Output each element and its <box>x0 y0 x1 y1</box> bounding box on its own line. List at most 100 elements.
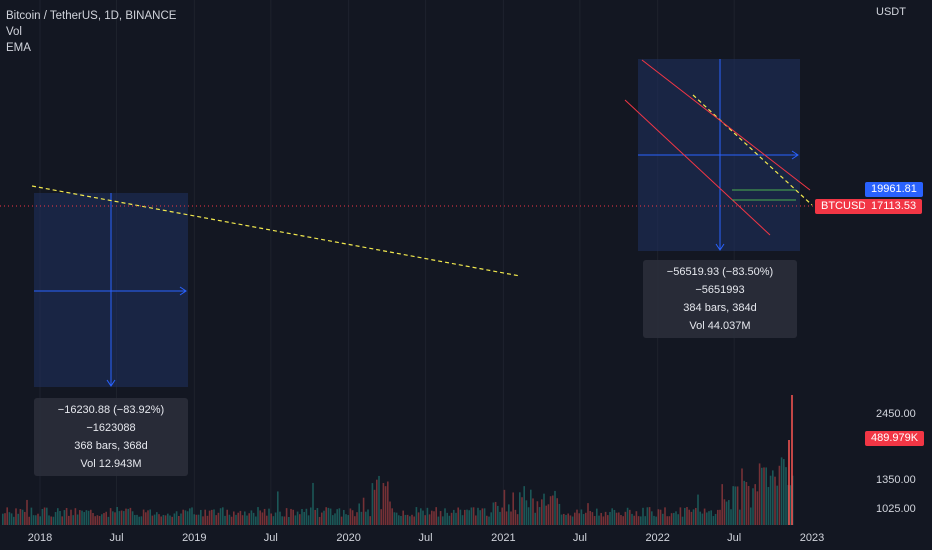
volume-bar <box>468 510 470 525</box>
volume-bar <box>142 509 145 525</box>
volume-bar <box>519 492 521 525</box>
price-axis-tick: 2450.00 <box>876 408 916 420</box>
volume-bar <box>85 510 88 525</box>
volume-bar <box>257 507 259 525</box>
volume-bar <box>204 509 206 525</box>
volume-bar <box>329 508 332 525</box>
measure-stats-box-2018: −16230.88 (−83.92%) −1623088 368 bars, 3… <box>34 398 188 476</box>
volume-bar <box>402 510 404 525</box>
volume-bar <box>63 510 66 525</box>
volume-bar <box>736 486 739 525</box>
volume-bar <box>292 509 294 525</box>
volume-bar <box>488 516 490 525</box>
volume-bar <box>739 509 741 525</box>
volume-bar <box>94 516 96 525</box>
volume-bar <box>169 515 171 525</box>
volume-bar <box>719 509 721 525</box>
volume-bar <box>197 514 200 525</box>
volume-bar <box>340 516 343 525</box>
volume-bar <box>21 509 24 525</box>
volume-bar <box>600 512 602 525</box>
volume-bar <box>246 515 248 525</box>
volume-bar <box>732 486 734 525</box>
volume-bar <box>783 459 785 525</box>
volume-bar <box>314 509 316 525</box>
volume-bar <box>358 503 360 525</box>
volume-bar <box>261 512 264 525</box>
volume-indicator-label[interactable]: Vol <box>6 26 22 38</box>
volume-bar <box>129 507 132 525</box>
channel-lower <box>624 99 771 236</box>
volume-bar <box>585 512 587 525</box>
volume-bar <box>765 467 767 525</box>
volume-bar <box>37 513 39 525</box>
volume-bar <box>325 507 327 525</box>
volume-bar <box>499 511 501 525</box>
volume-bars <box>2 395 794 525</box>
volume-bar <box>523 486 525 525</box>
volume-bar <box>688 509 690 525</box>
volume-bar <box>516 514 519 525</box>
volume-bar <box>684 507 686 525</box>
volume-bar <box>24 511 26 525</box>
symbol-title[interactable]: Bitcoin / TetherUS, 1D, BINANCE <box>6 10 177 22</box>
volume-bar <box>640 516 642 525</box>
volume-bar <box>723 499 726 525</box>
volume-bar <box>607 515 609 525</box>
volume-bar <box>648 507 651 525</box>
volume-bar <box>10 513 13 525</box>
volume-bar <box>571 516 574 525</box>
volume-bar <box>305 508 308 525</box>
volume-bar <box>213 509 215 525</box>
volume-bar <box>248 513 250 525</box>
volume-bar <box>266 515 268 525</box>
trendline-2022 <box>692 94 813 206</box>
volume-bar <box>26 499 28 525</box>
volume-bar <box>61 516 63 525</box>
measure-stats-box-2022: −56519.93 (−83.50%) −5651993 384 bars, 3… <box>643 260 797 338</box>
volume-bar <box>83 512 85 525</box>
ema-indicator-label[interactable]: EMA <box>6 42 31 54</box>
volume-bar <box>734 486 737 525</box>
volume-bar <box>785 467 787 525</box>
volume-bar <box>411 514 413 525</box>
volume-bar <box>303 511 305 525</box>
volume-bar <box>521 497 523 525</box>
volume-bar <box>180 513 182 525</box>
volume-bar <box>283 516 286 525</box>
volume-bar <box>54 512 57 525</box>
volume-bar <box>545 505 547 525</box>
volume-bar <box>574 512 576 525</box>
volume-bar <box>743 480 745 525</box>
volume-bar <box>492 502 495 525</box>
volume-bar <box>376 479 378 525</box>
time-axis-tick: Jul <box>727 532 741 544</box>
volume-bar <box>15 508 17 525</box>
volume-bar <box>466 509 468 525</box>
volume-bar <box>347 515 349 525</box>
volume-bar <box>332 515 334 525</box>
volume-bar <box>556 498 558 525</box>
volume-bar <box>362 497 365 525</box>
volume-bar <box>554 490 556 525</box>
volume-bar <box>156 512 158 525</box>
volume-bar <box>175 511 178 525</box>
volume-bar <box>532 498 534 525</box>
volume-bar <box>151 515 154 525</box>
volume-bar <box>277 491 279 525</box>
symbol-tag: BTCUSDT <box>815 199 879 214</box>
volume-bar <box>365 511 367 525</box>
volume-bar <box>692 509 695 525</box>
volume-bar <box>35 515 37 525</box>
volume-bar <box>13 516 15 525</box>
volume-bar <box>316 508 319 525</box>
volume-bar <box>435 507 437 525</box>
volume-bar <box>763 467 765 525</box>
volume-bar <box>312 482 314 525</box>
time-axis-tick: 2023 <box>800 532 824 544</box>
volume-bar <box>109 508 112 525</box>
volume-bar <box>178 515 180 525</box>
volume-bar <box>578 513 580 525</box>
volume-bar <box>664 507 666 525</box>
